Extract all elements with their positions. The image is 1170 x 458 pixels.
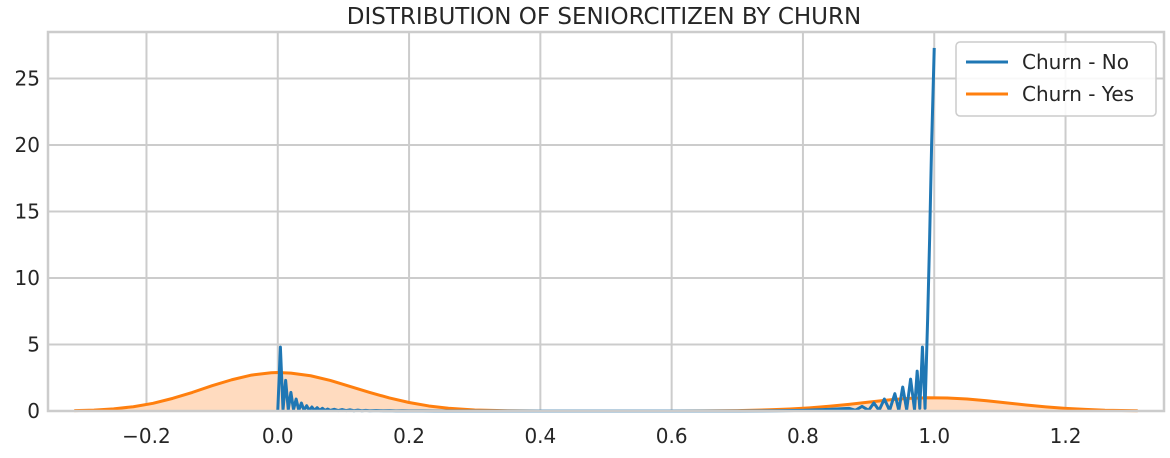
legend-label: Churn - No — [1022, 50, 1129, 74]
x-tick-label: 1.2 — [1050, 424, 1082, 448]
x-tick-label: 0.0 — [262, 424, 294, 448]
x-tick-label: 0.8 — [787, 424, 819, 448]
y-tick-label: 20 — [15, 133, 40, 157]
y-tick-label: 0 — [27, 399, 40, 423]
y-tick-label: 5 — [27, 333, 40, 357]
series-area — [74, 372, 1138, 411]
y-tick-label: 25 — [15, 67, 40, 91]
x-axis: −0.2 0.0 0.2 0.4 0.6 0.8 1.0 1.2 — [122, 424, 1081, 448]
x-tick-label: 1.0 — [918, 424, 950, 448]
x-tick-label: 0.4 — [524, 424, 556, 448]
x-tick-label: 0.2 — [393, 424, 425, 448]
fill-layer — [74, 372, 1138, 411]
legend: Churn - No Churn - Yes — [955, 41, 1157, 117]
y-axis: 0 5 10 15 20 25 — [15, 67, 40, 423]
y-tick-label: 15 — [15, 200, 40, 224]
series-line — [276, 47, 936, 413]
x-tick-label: −0.2 — [122, 424, 171, 448]
legend-label: Churn - Yes — [1022, 82, 1134, 106]
plot-frame — [46, 30, 1166, 413]
y-tick-label: 10 — [15, 266, 40, 290]
chart-title: DISTRIBUTION OF SENIORCITIZEN BY CHURN — [347, 4, 861, 30]
x-tick-label: 0.6 — [656, 424, 688, 448]
